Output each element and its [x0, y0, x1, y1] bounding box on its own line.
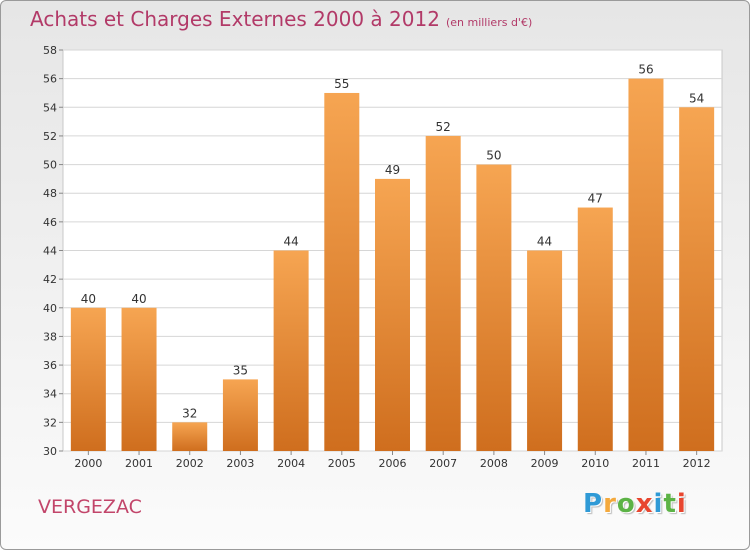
bar-value-label: 52 — [436, 120, 451, 134]
y-tick-label: 36 — [43, 359, 57, 372]
x-tick-label: 2004 — [277, 457, 305, 470]
title-text: Achats et Charges Externes 2000 à 2012 — [30, 7, 440, 31]
x-tick-label: 2012 — [683, 457, 711, 470]
bar — [324, 92, 360, 451]
bar — [527, 250, 563, 451]
y-tick-label: 50 — [43, 159, 57, 172]
bar — [425, 135, 461, 451]
y-tick-label: 46 — [43, 216, 57, 229]
x-tick-label: 2009 — [531, 457, 559, 470]
bar — [628, 78, 664, 452]
x-tick-label: 2005 — [328, 457, 356, 470]
bar — [70, 307, 106, 451]
x-tick-label: 2006 — [379, 457, 407, 470]
y-tick-label: 52 — [43, 130, 57, 143]
bars: 40 40 32 35 44 55 49 52 50 44 47 56 54 — [70, 63, 715, 452]
logo-letter: P — [583, 489, 604, 519]
logo-letter: i — [653, 489, 664, 519]
bar — [172, 422, 208, 451]
chart-title: Achats et Charges Externes 2000 à 2012 (e… — [30, 7, 532, 31]
y-tick-label: 30 — [43, 445, 57, 458]
y-tick-label: 40 — [43, 302, 57, 315]
proxiti-logo[interactable]: Proxiti — [583, 489, 687, 519]
bar-value-label: 55 — [334, 77, 349, 91]
bar-value-label: 47 — [588, 192, 603, 206]
logo-letter: t — [663, 489, 677, 519]
logo-letter: i — [676, 489, 687, 519]
bar-value-label: 32 — [182, 406, 197, 420]
y-tick-label: 42 — [43, 273, 57, 286]
bar-value-label: 44 — [537, 235, 552, 249]
bar — [273, 250, 309, 451]
bar — [121, 307, 157, 451]
logo-letter: o — [616, 489, 636, 519]
y-tick-label: 58 — [43, 44, 57, 57]
bar-value-label: 50 — [486, 149, 501, 163]
y-tick-label: 56 — [43, 73, 57, 86]
y-tick-label: 34 — [43, 388, 57, 401]
logo-letter: x — [635, 489, 654, 519]
x-tick-label: 2000 — [74, 457, 102, 470]
commune-name: VERGEZAC — [38, 496, 142, 518]
x-axis-ticks: 2000 2001 2002 2003 2004 2005 2006 2007 2008 2009… — [74, 451, 711, 470]
x-tick-label: 2001 — [125, 457, 153, 470]
title-unit: (en milliers d'€) — [445, 16, 533, 29]
x-tick-label: 2002 — [176, 457, 204, 470]
bar — [222, 379, 258, 451]
x-tick-label: 2008 — [480, 457, 508, 470]
y-tick-label: 44 — [43, 245, 57, 258]
bar-value-label: 40 — [81, 292, 96, 306]
y-tick-label: 54 — [43, 101, 57, 114]
x-tick-label: 2010 — [581, 457, 609, 470]
y-tick-label: 32 — [43, 416, 57, 429]
x-tick-label: 2003 — [226, 457, 254, 470]
bar — [375, 178, 410, 451]
x-tick-label: 2011 — [632, 457, 660, 470]
bar-value-label: 40 — [131, 292, 146, 306]
y-tick-label: 38 — [43, 330, 57, 343]
bar — [679, 107, 715, 452]
bar-value-label: 44 — [283, 235, 298, 249]
bar-value-label: 54 — [689, 91, 704, 105]
bar — [476, 164, 512, 452]
bar-value-label: 35 — [233, 363, 248, 377]
bar-value-label: 49 — [385, 163, 400, 177]
bar — [577, 207, 613, 451]
logo-letter: r — [603, 489, 617, 519]
y-axis-ticks: 30 32 34 36 38 40 42 44 46 48 50 52 54 56 58 — [43, 44, 63, 458]
bar-value-label: 56 — [638, 63, 653, 77]
y-tick-label: 48 — [43, 187, 57, 200]
x-tick-label: 2007 — [429, 457, 457, 470]
